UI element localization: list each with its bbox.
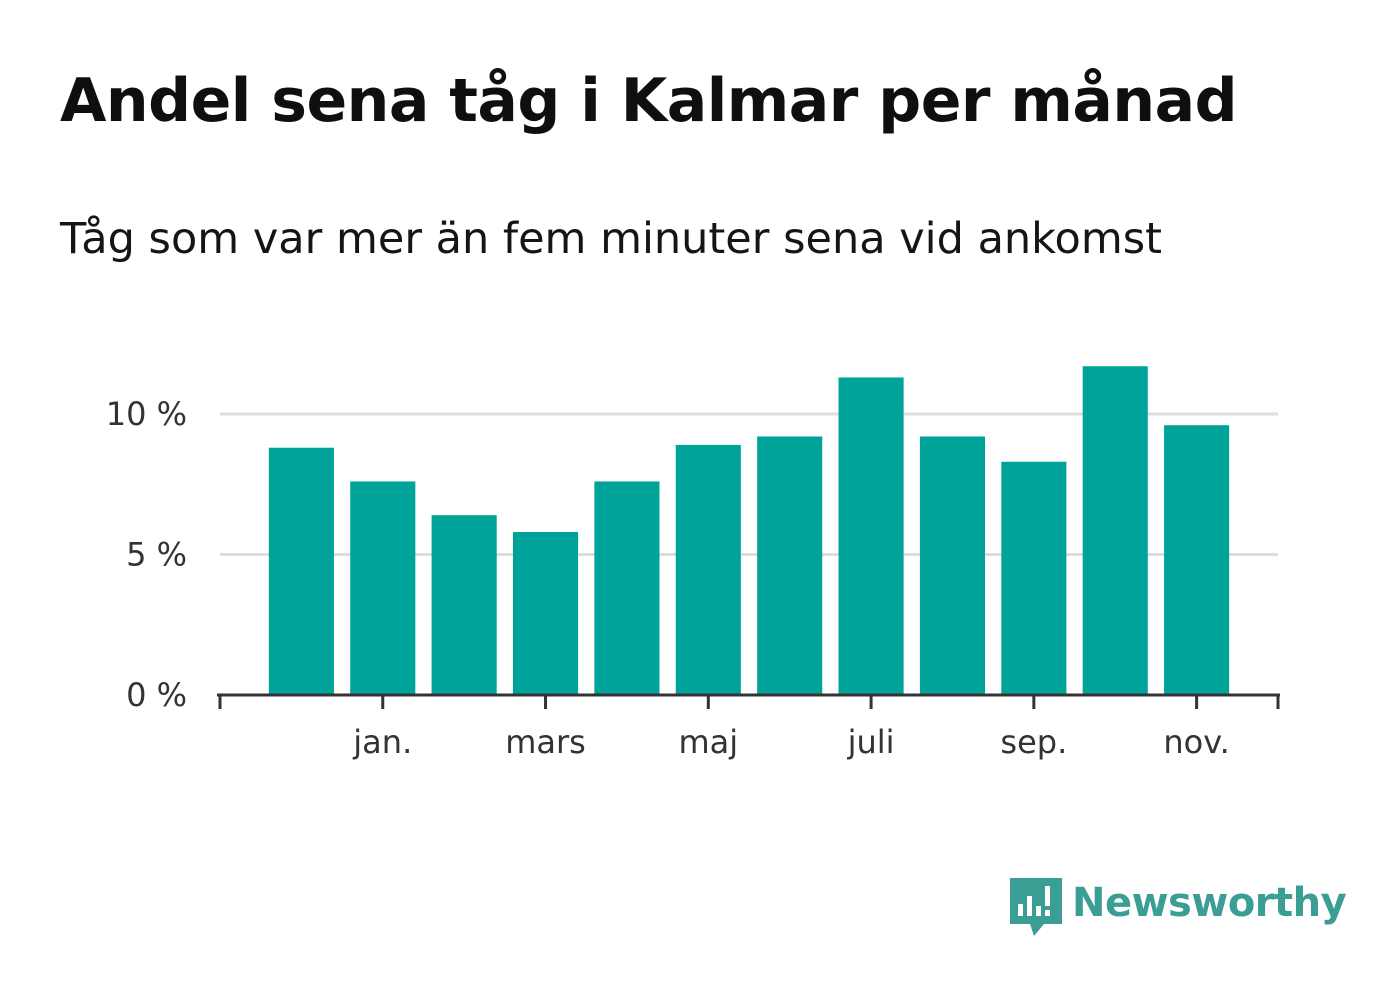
x-axis bbox=[217, 693, 1280, 709]
bar bbox=[675, 444, 741, 695]
x-tick-label: juli bbox=[847, 723, 895, 761]
y-tick-label: 10 % bbox=[106, 395, 187, 433]
newsworthy-logo-icon bbox=[1010, 878, 1062, 936]
axis-labels: 0 % 5 % 10 % jan. mars maj juli sep. nov. bbox=[106, 395, 1230, 761]
bar bbox=[594, 481, 660, 695]
bar bbox=[512, 532, 579, 695]
bar bbox=[757, 436, 823, 695]
x-tick-label: jan. bbox=[352, 723, 412, 761]
x-tick-label: mars bbox=[505, 723, 586, 761]
x-tick-label: sep. bbox=[1000, 723, 1067, 761]
chart-title: Andel sena tåg i Kalmar per månad bbox=[60, 66, 1238, 136]
bar bbox=[350, 481, 416, 695]
bar bbox=[1082, 366, 1148, 695]
brand-logo: Newsworthy bbox=[1010, 878, 1347, 940]
x-tick-label: nov. bbox=[1163, 723, 1229, 761]
bar bbox=[268, 447, 334, 695]
bar bbox=[919, 436, 986, 695]
bar bbox=[1001, 461, 1067, 695]
x-tick-label: maj bbox=[678, 723, 738, 761]
bars bbox=[268, 366, 1230, 695]
y-tick-label: 5 % bbox=[126, 536, 187, 574]
bar bbox=[431, 515, 497, 695]
brand-name: Newsworthy bbox=[1072, 880, 1347, 926]
bar bbox=[1164, 425, 1230, 695]
y-tick-label: 0 % bbox=[126, 676, 187, 714]
bar bbox=[838, 377, 904, 695]
chart-subtitle: Tåg som var mer än fem minuter sena vid … bbox=[60, 214, 1163, 264]
